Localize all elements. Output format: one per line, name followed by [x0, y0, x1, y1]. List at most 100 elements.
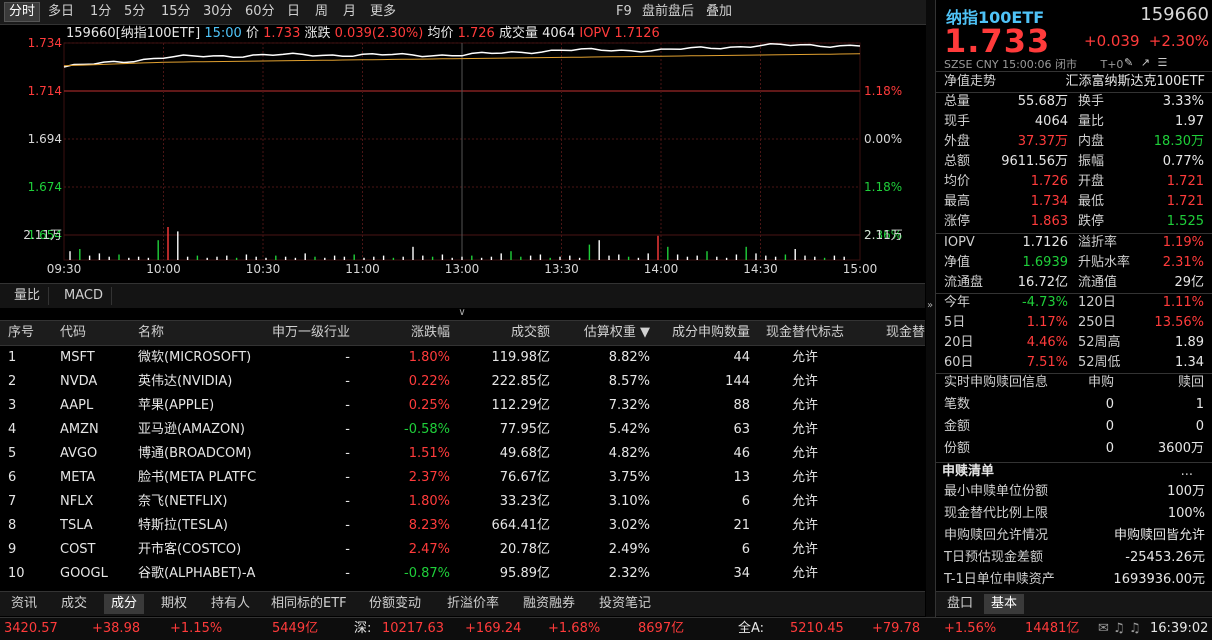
x-tick: 15:00: [843, 262, 878, 276]
period-tab-8[interactable]: 周: [315, 4, 329, 19]
column-header-5[interactable]: 成交额: [510, 325, 550, 340]
redeem-label: 笔数: [944, 397, 971, 412]
table-row[interactable]: 9 COST 开市客(COSTCO) - 2.47% 20.78亿 2.49% 6 允许: [0, 538, 925, 562]
cell-industry: -: [345, 374, 350, 389]
quote-session: 闭市: [1055, 58, 1077, 71]
bottom-tab-7[interactable]: 折溢价率: [447, 596, 500, 611]
bottom-tab-2[interactable]: 成分: [104, 594, 145, 614]
nav-trend-label[interactable]: 净值走势: [944, 74, 997, 89]
stat-label: 52周高: [1078, 335, 1121, 350]
chart-volume: 4064: [542, 26, 576, 41]
stat-row: 均价 1.726 开盘 1.721: [936, 172, 1212, 192]
stat-value: 55.68万: [1017, 94, 1068, 109]
panel-tab-0[interactable]: 盘口: [947, 596, 974, 611]
table-row[interactable]: 7 NFLX 奈飞(NETFLIX) - 1.80% 33.23亿 3.10% 6 允许: [0, 490, 925, 514]
chart-price-label: 价: [245, 26, 259, 41]
period-tab-3[interactable]: 5分: [124, 4, 146, 19]
column-header-6[interactable]: 估算权重 ▼: [583, 325, 650, 340]
status-icons[interactable]: ✉ ♫ ♫: [1098, 621, 1141, 637]
bottom-tab-5[interactable]: 相同标的ETF: [271, 596, 347, 611]
indicator-tab-1[interactable]: MACD: [56, 287, 112, 305]
stat-label: 60日: [944, 355, 974, 370]
bottom-tab-1[interactable]: 成交: [61, 596, 88, 611]
panel-tab-1[interactable]: 基本: [984, 594, 1025, 614]
pen-icon[interactable]: ✎: [1124, 56, 1134, 69]
stat-label: 升贴水率: [1078, 255, 1131, 270]
period-tab-6[interactable]: 60分: [245, 4, 275, 19]
panel-splitter[interactable]: »: [926, 0, 935, 617]
bottom-tab-4[interactable]: 持有人: [211, 596, 251, 611]
column-header-0[interactable]: 序号: [8, 325, 35, 340]
cell-amt: 49.68亿: [499, 446, 550, 461]
quote-tool-icons[interactable]: ✎ ↗ ☰: [1106, 56, 1167, 69]
stat-row: 流通盘 16.72亿 流通值 29亿: [936, 273, 1212, 293]
column-header-8[interactable]: 现金替代标志: [765, 325, 844, 340]
stat-value: 2.31%: [1162, 255, 1204, 270]
collapse-chevron-icon[interactable]: ∨: [458, 307, 466, 318]
column-header-1[interactable]: 代码: [60, 325, 87, 340]
bottom-tab-3[interactable]: 期权: [161, 596, 188, 611]
column-header-3[interactable]: 申万一级行业: [271, 325, 350, 340]
bottom-tab-9[interactable]: 投资笔记: [599, 596, 652, 611]
list-header: 申赎清单...: [936, 462, 1212, 482]
cell-name: 苹果(APPLE): [138, 398, 215, 413]
cell-qty: 13: [733, 470, 750, 485]
column-header-7[interactable]: 成分申购数量: [671, 325, 750, 340]
table-row[interactable]: 3 AAPL 苹果(APPLE) - 0.25% 112.29亿 7.32% 88 允许: [0, 394, 925, 418]
period-tab-4[interactable]: 15分: [161, 4, 191, 19]
table-row[interactable]: 10 GOOGL 谷歌(ALPHABET)-A - -0.87% 95.89亿 2.32% 3…: [0, 562, 925, 586]
stat-value: 1.6939: [1022, 255, 1069, 270]
menu-icon[interactable]: ☰: [1157, 56, 1168, 69]
nav-trend-row[interactable]: 净值走势 汇添富纳斯达克100ETF: [936, 72, 1212, 92]
toolbar-right-item-2[interactable]: 叠加: [706, 4, 733, 19]
stat-value: 1.726: [1030, 174, 1068, 189]
share-icon[interactable]: ↗: [1140, 56, 1150, 69]
period-tab-0[interactable]: 分时: [4, 2, 41, 22]
quote-tplus: T+0: [1100, 58, 1124, 71]
period-tab-2[interactable]: 1分: [90, 4, 112, 19]
toolbar-right-item-1[interactable]: 盘前盘后: [642, 4, 695, 19]
column-header-4[interactable]: 涨跌幅: [410, 325, 450, 340]
period-tab-10[interactable]: 更多: [370, 4, 397, 19]
intraday-chart[interactable]: 1.7341.7141.6941.6741.6542.11万1.18%0.00%…: [0, 25, 925, 283]
indicator-tab-0[interactable]: 量比: [6, 287, 50, 305]
indicator-tabs: 量比 MACD: [0, 283, 925, 308]
x-tick: 11:00: [345, 262, 380, 276]
period-tab-7[interactable]: 日: [287, 4, 301, 19]
list-row: T-1日单位申赎资产 1693936.00元: [936, 570, 1212, 590]
stat-value: 7.51%: [1026, 355, 1068, 370]
table-row[interactable]: 1 MSFT 微软(MICROSOFT) - 1.80% 119.98亿 8.82% 44 允许: [0, 346, 925, 370]
table-row[interactable]: 8 TSLA 特斯拉(TESLA) - 8.23% 664.41亿 3.02% 21 允许: [0, 514, 925, 538]
stat-row: 净值 1.6939 升贴水率 2.31%: [936, 253, 1212, 273]
list-label: 申购赎回允许情况: [944, 528, 1049, 543]
table-row[interactable]: 4 AMZN 亚马逊(AMAZON) - -0.58% 77.95亿 5.42% 63 允许: [0, 418, 925, 442]
period-tab-9[interactable]: 月: [343, 4, 357, 19]
stat-value: 1.525: [1166, 214, 1204, 229]
table-row[interactable]: 5 AVGO 博通(BROADCOM) - 1.51% 49.68亿 4.82% 46 允许: [0, 442, 925, 466]
sz-pct: +1.68%: [548, 621, 601, 636]
stat-value: 1.89: [1175, 335, 1204, 350]
chart-code-name: 159660[纳指100ETF]: [66, 26, 201, 41]
cell-flag: 允许: [791, 374, 818, 389]
sound-icon[interactable]: ♫: [1128, 621, 1141, 636]
cell-idx: 3: [8, 398, 17, 413]
toolbar-right-item-0[interactable]: F9: [616, 4, 632, 19]
bottom-tab-8[interactable]: 融资融券: [523, 596, 576, 611]
cell-amt: 77.95亿: [499, 422, 550, 437]
bell-icon[interactable]: ♫: [1113, 621, 1125, 636]
stat-label: 最低: [1078, 194, 1105, 209]
mail-icon[interactable]: ✉: [1098, 621, 1109, 636]
column-header-2[interactable]: 名称: [138, 325, 165, 340]
stat-row: 今年 -4.73% 120日 1.11%: [936, 293, 1212, 313]
column-header-9[interactable]: 现金替: [885, 325, 925, 340]
cell-idx: 6: [8, 470, 17, 485]
table-row[interactable]: 2 NVDA 英伟达(NVIDIA) - 0.22% 222.85亿 8.57% 144 允许: [0, 370, 925, 394]
list-more-button[interactable]: ...: [1180, 464, 1193, 479]
bottom-tab-0[interactable]: 资讯: [11, 596, 38, 611]
expand-arrow-icon[interactable]: »: [927, 300, 934, 311]
x-tick: 10:00: [146, 262, 181, 276]
period-tab-1[interactable]: 多日: [48, 4, 75, 19]
bottom-tab-6[interactable]: 份额变动: [369, 596, 422, 611]
period-tab-5[interactable]: 30分: [203, 4, 233, 19]
table-row[interactable]: 6 META 脸书(META PLATFC - 2.37% 76.67亿 3.75% 13 允许: [0, 466, 925, 490]
